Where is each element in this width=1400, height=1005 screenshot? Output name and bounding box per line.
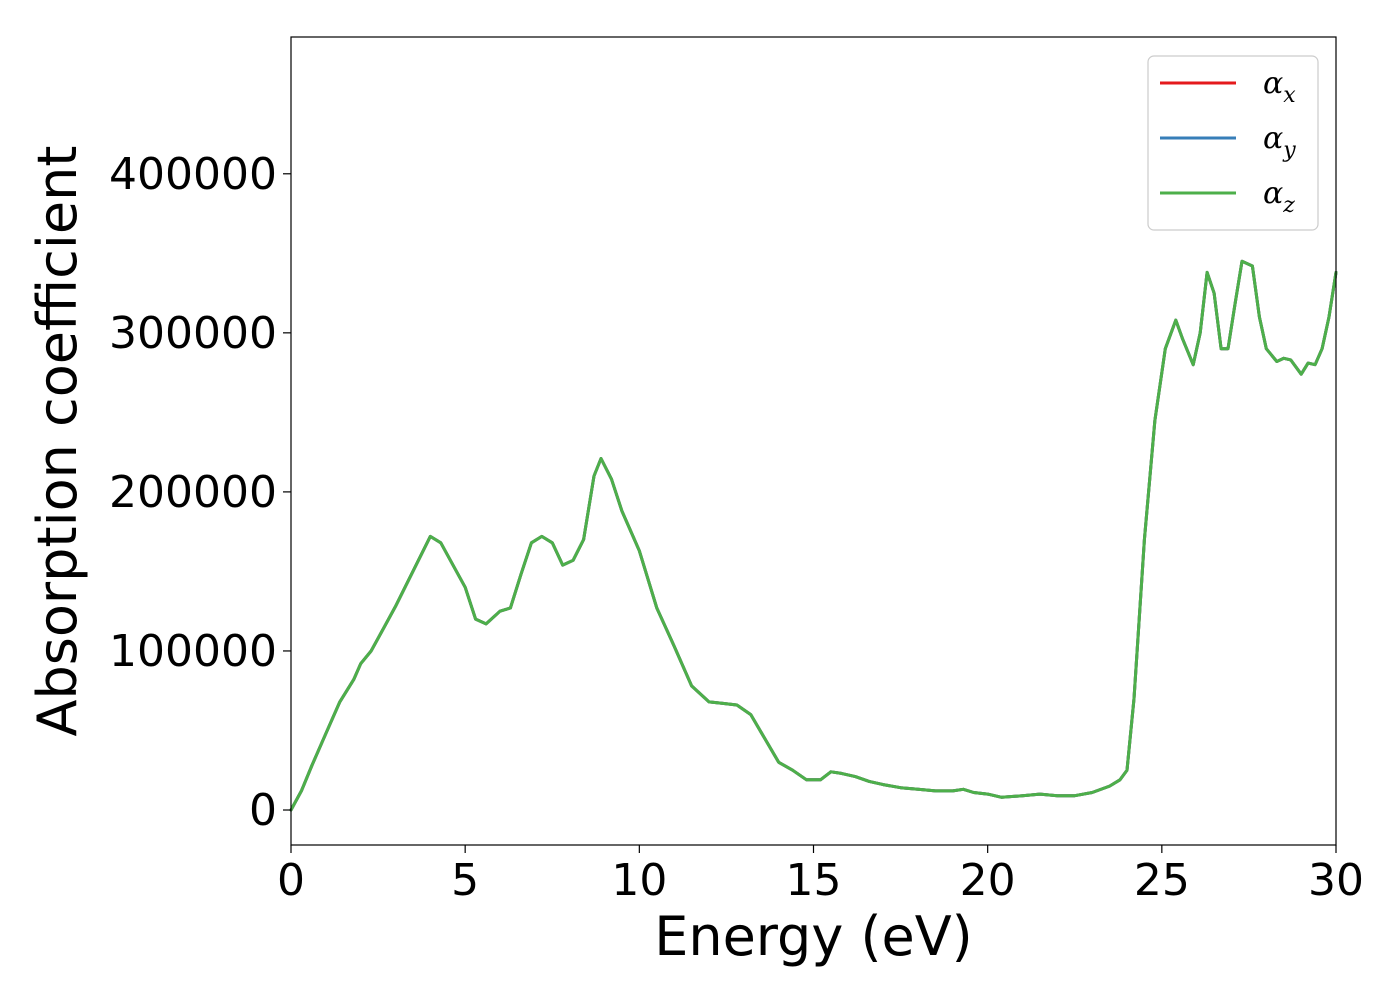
legend-box	[1147, 55, 1319, 231]
x-axis-title: Energy (eV)	[654, 905, 973, 968]
x-tick-label: 25	[1134, 855, 1190, 906]
y-tick-label: 0	[249, 785, 277, 836]
y-axis-title: Absorption coefficient	[26, 146, 89, 737]
x-tick-label: 20	[960, 855, 1016, 906]
x-tick-label: 0	[277, 855, 305, 906]
series-layer	[289, 259, 1338, 812]
y-tick-label: 200000	[109, 467, 277, 518]
series-line-x	[289, 259, 1338, 812]
legend-subscript: y	[1282, 138, 1296, 163]
y-axis-ticks: 0 100000 200000 300000 400000	[109, 149, 291, 836]
x-tick-label: 5	[451, 855, 479, 906]
legend-subscript: x	[1283, 83, 1296, 108]
y-tick-label: 100000	[109, 626, 277, 677]
x-tick-label: 15	[786, 855, 842, 906]
series-line-z	[289, 259, 1338, 812]
series-line-y	[289, 259, 1338, 812]
y-tick-label: 300000	[109, 308, 277, 359]
x-tick-label: 10	[611, 855, 667, 906]
x-axis-ticks: 0 5 10 15 20 25 30	[277, 845, 1364, 906]
x-tick-label: 30	[1308, 855, 1364, 906]
legend-subscript: z	[1282, 193, 1295, 218]
y-tick-label: 400000	[109, 149, 277, 200]
